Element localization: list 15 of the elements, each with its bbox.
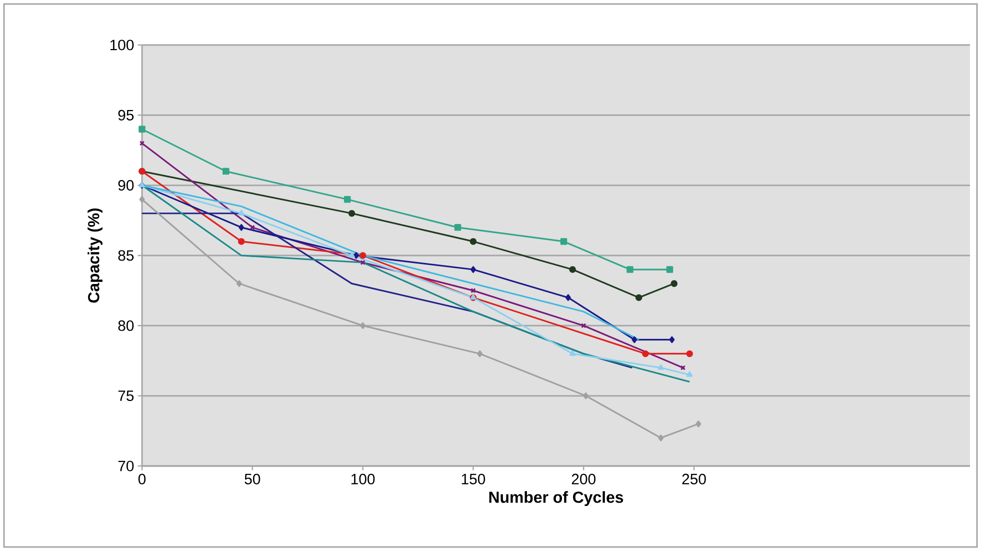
y-tick-label: 70 <box>118 460 134 472</box>
y-tick-label: 85 <box>118 250 134 261</box>
y-tick-label: 75 <box>118 390 134 402</box>
x-tick-label: 200 <box>572 474 596 484</box>
y-tick-label: 90 <box>118 180 134 191</box>
y-axis-title: Capacity (%) <box>88 208 102 303</box>
x-tick-label: 100 <box>351 474 375 484</box>
x-tick-label: 50 <box>244 474 260 484</box>
y-tick-label: 80 <box>118 320 134 331</box>
x-tick-label: 250 <box>682 474 706 484</box>
x-axis-title: Number of Cycles <box>489 491 624 506</box>
x-tick-label: 0 <box>138 474 146 484</box>
y-tick-label: 95 <box>118 110 134 120</box>
x-tick-label: 150 <box>462 474 486 484</box>
y-tick-label: 100 <box>110 40 134 50</box>
